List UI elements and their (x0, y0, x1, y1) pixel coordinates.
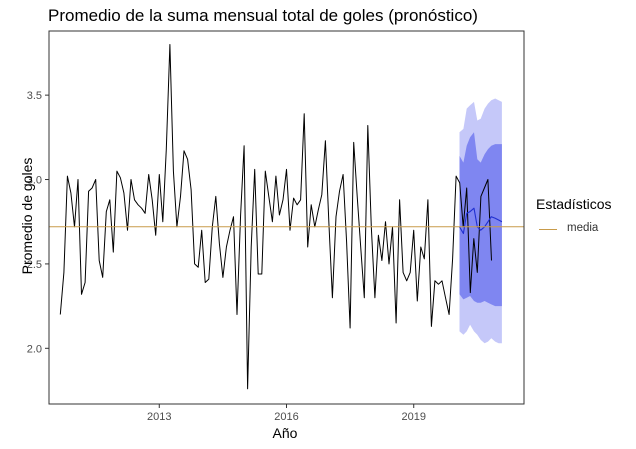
forecast-mean-line (459, 207, 503, 235)
y-tick-label: 3.5 (27, 90, 42, 102)
y-tick-label: 3.0 (27, 175, 42, 187)
legend-key-media (538, 221, 558, 238)
y-tick-label: 2.0 (27, 343, 42, 355)
x-axis-label: Año (272, 425, 298, 441)
y-tick-label: 2.5 (27, 259, 42, 271)
forecast-band-80 (459, 132, 502, 307)
y-axis-label: Promedio de goles (19, 157, 35, 275)
plot-background (49, 31, 524, 404)
chart-title: Promedio de la suma mensual total de gol… (48, 6, 478, 25)
x-tick-label: 2016 (274, 411, 298, 423)
legend-title: Estadísticos (536, 196, 612, 212)
observed-series-line (59, 44, 492, 390)
x-tick-label: 2019 (401, 411, 425, 423)
x-tick-label: 2013 (147, 411, 171, 423)
legend-label-media: media (567, 222, 599, 234)
